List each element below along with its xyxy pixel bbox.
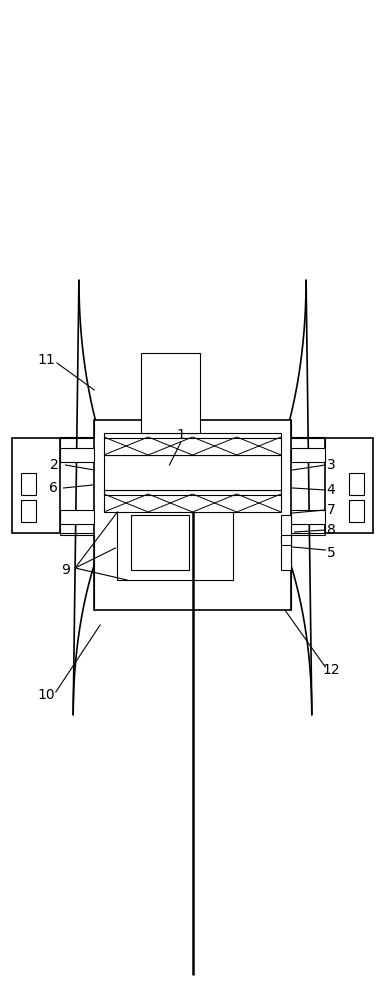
Bar	[104, 437, 281, 455]
Bar	[281, 535, 291, 545]
Bar	[131, 515, 189, 570]
Bar	[104, 433, 281, 438]
Text: 5: 5	[327, 546, 335, 560]
Text: 9: 9	[61, 563, 70, 577]
Text: 7: 7	[327, 503, 335, 517]
Text: 2: 2	[50, 458, 58, 472]
Bar	[94, 420, 291, 610]
Bar	[104, 490, 281, 495]
Bar	[21, 500, 36, 522]
Text: 1: 1	[176, 428, 186, 442]
Bar	[349, 473, 364, 495]
Bar	[12, 438, 60, 533]
Bar	[104, 455, 281, 490]
Text: 3: 3	[327, 458, 335, 472]
Bar	[281, 515, 291, 570]
Bar	[21, 473, 36, 495]
Bar	[291, 448, 325, 462]
Text: 12: 12	[322, 663, 340, 677]
Bar	[104, 494, 281, 512]
Text: 4: 4	[327, 483, 335, 497]
Text: 6: 6	[49, 481, 59, 495]
Bar	[117, 508, 233, 580]
Text: 10: 10	[37, 688, 55, 702]
Text: 8: 8	[326, 523, 336, 537]
Bar	[325, 438, 373, 533]
Bar	[141, 353, 200, 433]
Bar	[60, 510, 94, 524]
Text: 11: 11	[37, 353, 55, 367]
Bar	[349, 500, 364, 522]
Bar	[291, 510, 325, 524]
Bar	[60, 448, 94, 462]
